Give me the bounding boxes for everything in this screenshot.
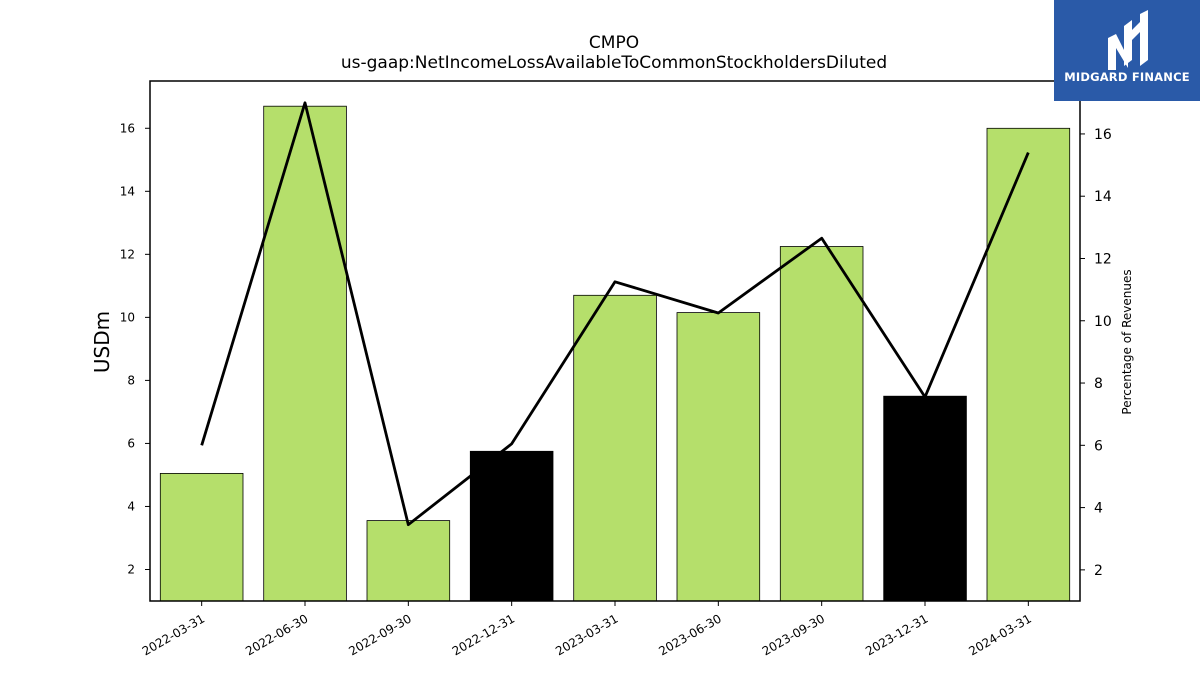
y-tick-label: 6 <box>127 436 135 450</box>
x-tick-label: 2023-03-31 <box>553 611 620 658</box>
bar-series <box>159 105 1071 602</box>
bar-2022-06-30 <box>263 105 347 602</box>
y-right-tick-label: 8 <box>1094 376 1103 392</box>
y-axis-label: USDm <box>90 311 114 373</box>
x-tick-label: 2024-03-31 <box>966 611 1033 658</box>
y-tick-label: 10 <box>120 310 135 324</box>
logo-mark-icon <box>1108 10 1148 70</box>
x-tick-label: 2023-12-31 <box>863 611 930 658</box>
y-right-tick-label: 10 <box>1094 314 1112 330</box>
y-right-tick-label: 14 <box>1094 189 1112 205</box>
x-tick-label: 2023-09-30 <box>760 611 827 658</box>
chart-title: CMPO <box>589 33 639 53</box>
logo-text: MIDGARD FINANCE <box>1064 70 1190 84</box>
y-tick-label: 4 <box>127 499 135 513</box>
x-tick-label: 2022-12-31 <box>450 611 517 658</box>
x-tick-label: 2022-06-30 <box>243 611 310 658</box>
bar-2022-03-31 <box>159 472 244 602</box>
bar-2022-12-31 <box>469 450 554 602</box>
midgard-finance-logo: MIDGARD FINANCE <box>1054 0 1200 101</box>
y-right-tick-label: 6 <box>1094 438 1103 454</box>
line-series <box>200 101 1030 527</box>
y-axis-right: 2 4 6 8 10 12 14 16 <box>1080 127 1112 579</box>
y-axis-left: 2 4 6 8 10 12 14 16 <box>120 121 150 576</box>
x-axis: 2022-03-31 2022-06-30 2022-09-30 2022-12-31… <box>140 601 1034 658</box>
bar-2023-09-30 <box>779 246 864 602</box>
bar-2024-03-31 <box>986 127 1071 602</box>
x-tick-label: 2022-09-30 <box>346 611 413 658</box>
y-right-tick-label: 2 <box>1094 563 1103 579</box>
x-tick-label: 2022-03-31 <box>140 611 207 658</box>
y-right-tick-label: 12 <box>1094 251 1112 267</box>
bar-2022-09-30 <box>366 520 451 602</box>
y-tick-label: 12 <box>120 247 135 261</box>
y-axis-label-right: Percentage of Revenues <box>1120 269 1134 414</box>
y-tick-label: 2 <box>127 562 135 576</box>
y-tick-label: 16 <box>120 121 135 135</box>
y-tick-label: 8 <box>127 373 135 387</box>
bar-2023-06-30 <box>676 312 761 602</box>
chart-subtitle: us-gaap:NetIncomeLossAvailableToCommonSt… <box>341 53 887 73</box>
bar-2023-03-31 <box>573 294 657 602</box>
bar-2023-12-31 <box>883 395 967 602</box>
y-tick-label: 14 <box>120 184 135 198</box>
y-right-tick-label: 4 <box>1094 501 1103 517</box>
y-right-tick-label: 16 <box>1094 127 1112 143</box>
x-tick-label: 2023-06-30 <box>656 611 723 658</box>
